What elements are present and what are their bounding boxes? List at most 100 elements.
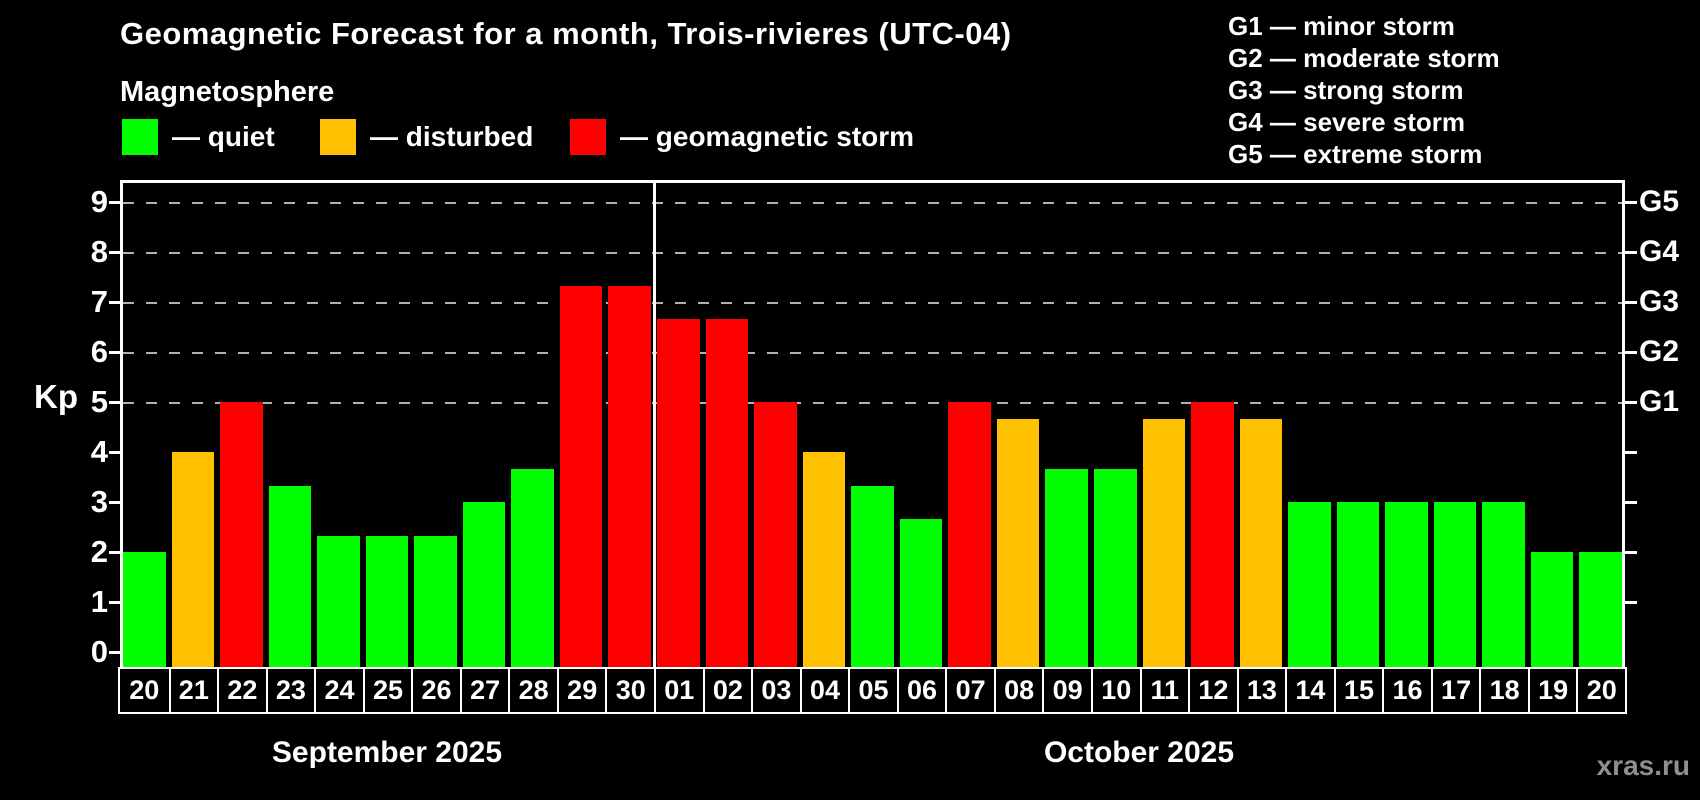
g-scale-label: G4 [1639,235,1680,268]
kp-bar [1239,418,1283,667]
kp-bar [1336,502,1380,667]
g-axis-tick [1625,451,1637,454]
day-label: 06 [896,669,946,712]
y-tick-label: 9 [90,184,108,219]
y-tick-label: 2 [90,534,108,569]
kp-bar [1045,468,1088,667]
y-axis-tick [109,401,120,404]
day-label: 21 [168,669,218,712]
kp-bar [608,285,652,667]
day-label: 11 [1139,669,1189,712]
day-label: 26 [411,669,460,712]
disturbed-label: — disturbed [370,121,534,152]
day-label: 18 [1479,669,1528,712]
day-label: 20 [1576,669,1625,712]
day-label: 01 [654,669,703,712]
gridline [123,402,1622,404]
y-tick-label: 7 [90,284,108,319]
g-scale-label: G2 [1639,335,1680,368]
y-axis-title: Kp [34,378,78,415]
day-label: 24 [314,669,363,712]
kp-bar [559,285,603,667]
day-label: 25 [362,669,412,712]
g-scale-label: G1 [1639,385,1680,418]
g-axis-tick [1625,401,1637,404]
quiet-label: — quiet [172,121,275,152]
g1-legend-line: G1 — minor storm [1228,11,1455,41]
g-axis-tick [1625,351,1637,354]
y-tick-label: 6 [90,334,108,369]
storm-color-swatch [570,119,606,155]
y-tick-label: 1 [90,584,108,619]
y-tick-label: 3 [90,484,108,519]
g4-legend-line: G4 — severe storm [1228,107,1466,137]
day-label: 16 [1382,669,1431,712]
g5-legend-line: G5 — extreme storm [1228,139,1483,169]
kp-bar [1482,502,1525,667]
y-axis-tick [109,451,120,454]
day-label: 30 [605,669,654,712]
kp-bar [171,452,215,667]
day-label: 03 [751,669,800,712]
kp-bar [657,318,700,667]
y-tick-label: 5 [90,384,108,419]
kp-bar [1433,502,1477,667]
gridline [123,252,1622,254]
day-label: 04 [799,669,849,712]
kp-bar [268,485,312,667]
g-axis-tick [1625,501,1637,504]
day-label: 05 [848,669,897,712]
storm-label: — geomagnetic storm [620,121,915,152]
page-title: Geomagnetic Forecast for a month, Trois-… [120,16,1012,51]
y-axis-tick [109,301,120,304]
kp-bar [220,402,263,667]
y-axis-tick [109,601,120,604]
g3-legend-line: G3 — strong storm [1228,75,1464,105]
day-label: 28 [508,669,557,712]
kp-bar [948,402,991,667]
day-label: 22 [217,669,266,712]
day-label: 10 [1090,669,1140,712]
kp-bar [1142,418,1186,667]
storm-scale-legend: G1 — minor storm G2 — moderate storm G3 … [1228,10,1500,170]
disturbed-color-swatch [320,119,356,155]
quiet-color-swatch [122,119,158,155]
day-label: 12 [1188,669,1237,712]
g-axis-tick [1625,251,1637,254]
day-label: 29 [556,669,606,712]
kp-bar [851,485,894,667]
kp-bar [123,552,166,667]
month-label-september: September 2025 [271,736,503,769]
y-axis-tick [109,201,120,204]
month-label-october: October 2025 [1043,736,1235,769]
kp-bar [1385,502,1428,667]
kp-bar [1093,468,1137,667]
y-tick-label: 4 [90,434,108,469]
g-axis-tick [1625,601,1637,604]
legend-item-quiet: — quiet [122,118,275,156]
plot-area [120,180,1625,667]
gridline [123,352,1622,354]
kp-bar [754,402,797,667]
day-label: 17 [1430,669,1480,712]
day-label: 27 [459,669,509,712]
day-label: 02 [702,669,752,712]
g-scale-label: G5 [1639,185,1680,218]
kp-bar [414,535,457,667]
kp-bar [365,535,409,667]
g-scale-label: G3 [1639,285,1680,318]
kp-bar [1288,502,1331,667]
y-axis-tick [109,551,120,554]
magnetosphere-label: Magnetosphere [120,76,335,108]
kp-bar [1579,552,1622,667]
legend-item-disturbed: — disturbed [320,118,533,156]
day-label: 08 [993,669,1043,712]
day-label: 15 [1333,669,1383,712]
month-separator [653,183,657,667]
g2-legend-line: G2 — moderate storm [1228,43,1500,73]
gridline [123,202,1622,204]
kp-bar [1530,552,1574,667]
g-axis-tick [1625,551,1637,554]
day-label: 19 [1527,669,1577,712]
